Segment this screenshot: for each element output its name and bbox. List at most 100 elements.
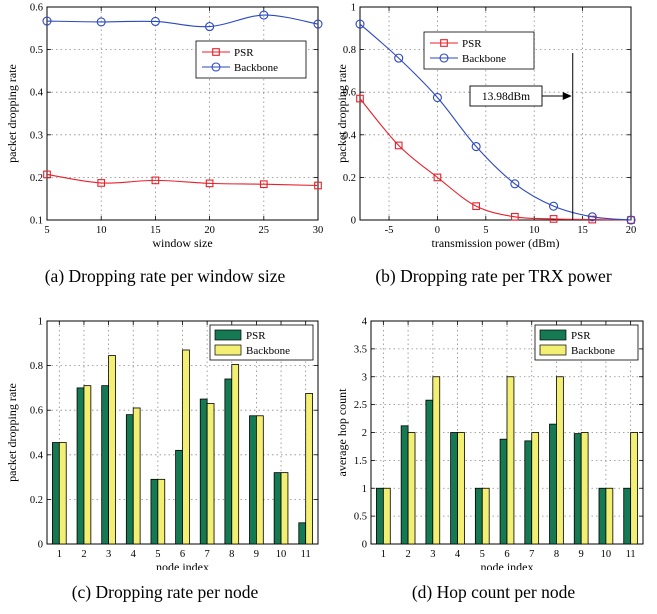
backbone-bar (182, 349, 190, 545)
x-tick-label: 15 (577, 225, 588, 236)
y-tick-label: 3 (362, 372, 367, 383)
backbone-bar (630, 432, 638, 545)
y-tick-label: 2 (362, 428, 367, 439)
y-axis-label: average hop count (335, 388, 349, 477)
legend-label-backbone: Backbone (234, 62, 278, 74)
legend: PSR Backbone (195, 40, 307, 79)
legend-label-psr: PSR (571, 330, 591, 342)
psr-point (205, 179, 214, 188)
psr-bar (52, 442, 60, 545)
x-tick-label: 10 (276, 549, 287, 560)
psr-bar (298, 522, 307, 545)
backbone-bar (457, 432, 465, 545)
y-tick-label: 2.5 (354, 400, 367, 411)
y-tick-label: 0.6 (343, 88, 356, 99)
backbone-bar (206, 403, 215, 545)
legend-label-psr: PSR (234, 47, 254, 59)
caption-c: (c) Dropping rate per node (71, 582, 259, 602)
x-tick-label: 8 (229, 549, 234, 560)
x-tick-label: 4 (455, 549, 461, 560)
x-axis-label: node index (481, 560, 534, 570)
y-axis-label: packet dropping rate (5, 383, 19, 482)
psr-bar (376, 487, 384, 545)
x-tick-label: 11 (301, 549, 311, 560)
backbone-point (96, 17, 106, 27)
psr-bar (199, 398, 208, 545)
x-axis-label: node index (156, 560, 209, 570)
y-tick-label: 0.1 (30, 216, 43, 227)
legend-label-psr: PSR (246, 330, 266, 342)
backbone-bar (58, 442, 67, 545)
backbone-bar (481, 487, 490, 545)
caption-a: (a) Dropping rate per window size (44, 266, 286, 286)
y-tick-label: 0.4 (30, 88, 44, 99)
plot-frame (46, 6, 319, 221)
x-tick-label: -5 (385, 225, 394, 236)
y-tick-label: 0 (362, 540, 367, 551)
backbone-bar (432, 376, 441, 545)
backbone-bar (157, 478, 166, 545)
backbone-point (394, 53, 404, 63)
x-tick-label: 7 (205, 549, 210, 560)
y-tick-label: 0.2 (343, 173, 356, 184)
psr-bar (400, 425, 409, 545)
legend-label-backbone: Backbone (462, 53, 506, 65)
caption-b: (b) Dropping rate per TRX power (375, 266, 612, 286)
x-tick-label: 15 (150, 225, 161, 236)
x-tick-label: 4 (131, 549, 137, 560)
y-tick-label: 0.4 (343, 130, 357, 141)
x-tick-label: 25 (259, 225, 270, 236)
backbone-bar (506, 376, 515, 545)
y-tick-label: 3.5 (354, 344, 367, 355)
psr-bar (549, 423, 557, 545)
x-tick-label: 5 (483, 225, 488, 236)
x-tick-label: 20 (626, 225, 637, 236)
y-tick-label: 0 (351, 216, 356, 227)
psr-bar (101, 385, 109, 545)
y-tick-label: 0.2 (30, 173, 43, 184)
y-tick-label: 1 (351, 3, 356, 14)
legend-swatch-psr (539, 329, 567, 341)
psr-bar (450, 432, 458, 545)
x-tick-label: 5 (44, 225, 49, 236)
psr-point (43, 170, 51, 179)
x-tick-label: 9 (254, 549, 259, 560)
backbone-bar (305, 393, 313, 545)
caption-d: (d) Hop count per node (411, 582, 576, 602)
backbone-point (355, 19, 365, 29)
backbone-point (313, 19, 323, 29)
x-tick-label: 10 (601, 549, 612, 560)
psr-point (151, 176, 160, 185)
x-tick-label: 5 (155, 549, 160, 560)
psr-bar (499, 438, 508, 545)
backbone-bar (580, 432, 589, 545)
plot-frame (359, 6, 632, 221)
x-tick-label: 10 (529, 225, 540, 236)
x-tick-label: 11 (626, 549, 636, 560)
psr-bar (175, 449, 183, 545)
backbone-point (471, 141, 481, 152)
psr-bar (573, 433, 582, 545)
psr-bar (524, 440, 533, 545)
x-tick-label: 6 (180, 549, 185, 560)
x-tick-label: 2 (405, 549, 410, 560)
psr-point (433, 173, 442, 182)
backbone-bar (605, 487, 614, 545)
y-axis-label: packet dropping rate (335, 64, 349, 163)
psr-point (314, 181, 322, 190)
psr-bar (598, 487, 607, 545)
x-tick-label: 1 (381, 549, 386, 560)
backbone-point (205, 22, 215, 32)
chart-d: 0 0.5 1 1.5 2 2.5 3 3.5 4 1 2 3 4 5 6 7 8 9 10 11 node index… (335, 317, 644, 570)
psr-point (511, 212, 519, 221)
psr-bar (623, 487, 632, 545)
y-tick-label: 0.8 (30, 361, 43, 372)
psr-bar (273, 472, 282, 545)
backbone-bar (83, 385, 92, 545)
annotation-arrowhead (562, 92, 572, 100)
backbone-series-line (46, 14, 319, 28)
psr-bar (224, 378, 233, 545)
y-tick-label: 0.4 (30, 450, 44, 461)
psr-point (549, 215, 558, 223)
x-tick-label: 2 (81, 549, 86, 560)
